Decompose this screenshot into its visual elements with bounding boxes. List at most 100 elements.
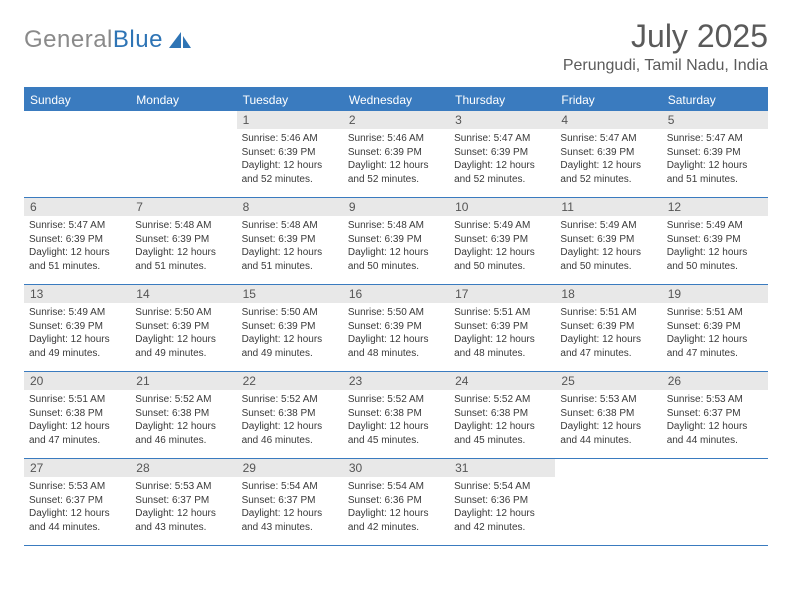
day-cell: 26Sunrise: 5:53 AMSunset: 6:37 PMDayligh… xyxy=(662,372,768,458)
brand-logo: GeneralBlue xyxy=(24,18,193,54)
day-number: 3 xyxy=(449,111,555,129)
day-number: 25 xyxy=(555,372,661,390)
day-cell: 23Sunrise: 5:52 AMSunset: 6:38 PMDayligh… xyxy=(343,372,449,458)
day-number: 31 xyxy=(449,459,555,477)
day-header-cell: Wednesday xyxy=(343,89,449,111)
day-number: 4 xyxy=(555,111,661,129)
day-cell xyxy=(662,459,768,545)
day-number: 22 xyxy=(237,372,343,390)
day-content: Sunrise: 5:46 AMSunset: 6:39 PMDaylight:… xyxy=(343,129,449,189)
day-content: Sunrise: 5:47 AMSunset: 6:39 PMDaylight:… xyxy=(662,129,768,189)
day-content: Sunrise: 5:48 AMSunset: 6:39 PMDaylight:… xyxy=(130,216,236,276)
week-row: 20Sunrise: 5:51 AMSunset: 6:38 PMDayligh… xyxy=(24,372,768,459)
day-number: 16 xyxy=(343,285,449,303)
day-cell: 3Sunrise: 5:47 AMSunset: 6:39 PMDaylight… xyxy=(449,111,555,197)
day-number: 19 xyxy=(662,285,768,303)
day-number: 28 xyxy=(130,459,236,477)
day-content: Sunrise: 5:52 AMSunset: 6:38 PMDaylight:… xyxy=(130,390,236,450)
month-title: July 2025 xyxy=(563,18,768,55)
day-cell: 20Sunrise: 5:51 AMSunset: 6:38 PMDayligh… xyxy=(24,372,130,458)
day-number: 26 xyxy=(662,372,768,390)
day-content: Sunrise: 5:46 AMSunset: 6:39 PMDaylight:… xyxy=(237,129,343,189)
day-number: 20 xyxy=(24,372,130,390)
day-number: 18 xyxy=(555,285,661,303)
day-number: 14 xyxy=(130,285,236,303)
day-cell: 10Sunrise: 5:49 AMSunset: 6:39 PMDayligh… xyxy=(449,198,555,284)
location-label: Perungudi, Tamil Nadu, India xyxy=(563,57,768,75)
day-content: Sunrise: 5:53 AMSunset: 6:38 PMDaylight:… xyxy=(555,390,661,450)
day-cell: 25Sunrise: 5:53 AMSunset: 6:38 PMDayligh… xyxy=(555,372,661,458)
brand-part1: General xyxy=(24,26,113,53)
day-cell: 19Sunrise: 5:51 AMSunset: 6:39 PMDayligh… xyxy=(662,285,768,371)
day-cell xyxy=(130,111,236,197)
day-cell: 24Sunrise: 5:52 AMSunset: 6:38 PMDayligh… xyxy=(449,372,555,458)
day-cell: 12Sunrise: 5:49 AMSunset: 6:39 PMDayligh… xyxy=(662,198,768,284)
day-content: Sunrise: 5:52 AMSunset: 6:38 PMDaylight:… xyxy=(237,390,343,450)
day-number: 23 xyxy=(343,372,449,390)
day-content: Sunrise: 5:51 AMSunset: 6:39 PMDaylight:… xyxy=(449,303,555,363)
day-content: Sunrise: 5:47 AMSunset: 6:39 PMDaylight:… xyxy=(449,129,555,189)
day-content: Sunrise: 5:50 AMSunset: 6:39 PMDaylight:… xyxy=(130,303,236,363)
day-number: 10 xyxy=(449,198,555,216)
day-cell: 16Sunrise: 5:50 AMSunset: 6:39 PMDayligh… xyxy=(343,285,449,371)
day-content: Sunrise: 5:49 AMSunset: 6:39 PMDaylight:… xyxy=(662,216,768,276)
day-number: 13 xyxy=(24,285,130,303)
day-content: Sunrise: 5:51 AMSunset: 6:39 PMDaylight:… xyxy=(555,303,661,363)
day-content: Sunrise: 5:48 AMSunset: 6:39 PMDaylight:… xyxy=(343,216,449,276)
day-content: Sunrise: 5:53 AMSunset: 6:37 PMDaylight:… xyxy=(24,477,130,537)
day-number: 15 xyxy=(237,285,343,303)
day-number: 8 xyxy=(237,198,343,216)
day-header-cell: Monday xyxy=(130,89,236,111)
day-content: Sunrise: 5:51 AMSunset: 6:39 PMDaylight:… xyxy=(662,303,768,363)
day-content: Sunrise: 5:53 AMSunset: 6:37 PMDaylight:… xyxy=(130,477,236,537)
day-header-cell: Friday xyxy=(555,89,661,111)
day-header-cell: Thursday xyxy=(449,89,555,111)
week-row: 27Sunrise: 5:53 AMSunset: 6:37 PMDayligh… xyxy=(24,459,768,546)
day-cell xyxy=(555,459,661,545)
day-cell: 13Sunrise: 5:49 AMSunset: 6:39 PMDayligh… xyxy=(24,285,130,371)
day-number: 11 xyxy=(555,198,661,216)
day-cell: 27Sunrise: 5:53 AMSunset: 6:37 PMDayligh… xyxy=(24,459,130,545)
title-area: July 2025 Perungudi, Tamil Nadu, India xyxy=(563,18,768,75)
day-number: 7 xyxy=(130,198,236,216)
day-cell: 29Sunrise: 5:54 AMSunset: 6:37 PMDayligh… xyxy=(237,459,343,545)
calendar-page: GeneralBlue July 2025 Perungudi, Tamil N… xyxy=(0,0,792,564)
day-content: Sunrise: 5:49 AMSunset: 6:39 PMDaylight:… xyxy=(24,303,130,363)
day-header-cell: Tuesday xyxy=(237,89,343,111)
day-number: 29 xyxy=(237,459,343,477)
day-number: 1 xyxy=(237,111,343,129)
brand-part2: Blue xyxy=(113,26,163,53)
day-cell: 8Sunrise: 5:48 AMSunset: 6:39 PMDaylight… xyxy=(237,198,343,284)
day-content: Sunrise: 5:47 AMSunset: 6:39 PMDaylight:… xyxy=(24,216,130,276)
day-number: 6 xyxy=(24,198,130,216)
day-content: Sunrise: 5:54 AMSunset: 6:36 PMDaylight:… xyxy=(449,477,555,537)
day-cell: 15Sunrise: 5:50 AMSunset: 6:39 PMDayligh… xyxy=(237,285,343,371)
day-content: Sunrise: 5:54 AMSunset: 6:37 PMDaylight:… xyxy=(237,477,343,537)
day-content: Sunrise: 5:49 AMSunset: 6:39 PMDaylight:… xyxy=(449,216,555,276)
day-cell: 14Sunrise: 5:50 AMSunset: 6:39 PMDayligh… xyxy=(130,285,236,371)
day-cell: 18Sunrise: 5:51 AMSunset: 6:39 PMDayligh… xyxy=(555,285,661,371)
weeks-container: 1Sunrise: 5:46 AMSunset: 6:39 PMDaylight… xyxy=(24,111,768,546)
day-cell: 1Sunrise: 5:46 AMSunset: 6:39 PMDaylight… xyxy=(237,111,343,197)
day-content: Sunrise: 5:54 AMSunset: 6:36 PMDaylight:… xyxy=(343,477,449,537)
day-cell: 31Sunrise: 5:54 AMSunset: 6:36 PMDayligh… xyxy=(449,459,555,545)
day-cell: 28Sunrise: 5:53 AMSunset: 6:37 PMDayligh… xyxy=(130,459,236,545)
day-cell: 11Sunrise: 5:49 AMSunset: 6:39 PMDayligh… xyxy=(555,198,661,284)
day-content: Sunrise: 5:52 AMSunset: 6:38 PMDaylight:… xyxy=(449,390,555,450)
day-header-cell: Saturday xyxy=(662,89,768,111)
day-cell: 2Sunrise: 5:46 AMSunset: 6:39 PMDaylight… xyxy=(343,111,449,197)
day-cell: 21Sunrise: 5:52 AMSunset: 6:38 PMDayligh… xyxy=(130,372,236,458)
day-content: Sunrise: 5:50 AMSunset: 6:39 PMDaylight:… xyxy=(237,303,343,363)
day-cell: 9Sunrise: 5:48 AMSunset: 6:39 PMDaylight… xyxy=(343,198,449,284)
day-header-cell: Sunday xyxy=(24,89,130,111)
week-row: 1Sunrise: 5:46 AMSunset: 6:39 PMDaylight… xyxy=(24,111,768,198)
day-number: 24 xyxy=(449,372,555,390)
day-cell: 5Sunrise: 5:47 AMSunset: 6:39 PMDaylight… xyxy=(662,111,768,197)
day-cell xyxy=(24,111,130,197)
day-content: Sunrise: 5:53 AMSunset: 6:37 PMDaylight:… xyxy=(662,390,768,450)
day-cell: 22Sunrise: 5:52 AMSunset: 6:38 PMDayligh… xyxy=(237,372,343,458)
day-number: 9 xyxy=(343,198,449,216)
day-number: 21 xyxy=(130,372,236,390)
day-cell: 17Sunrise: 5:51 AMSunset: 6:39 PMDayligh… xyxy=(449,285,555,371)
day-content: Sunrise: 5:49 AMSunset: 6:39 PMDaylight:… xyxy=(555,216,661,276)
